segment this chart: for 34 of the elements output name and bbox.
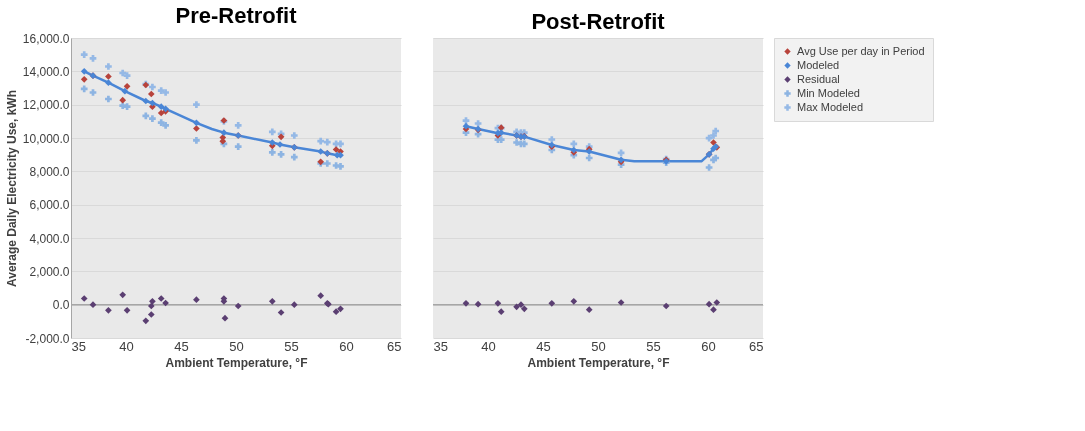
- legend-label: Avg Use per day in Period: [797, 44, 925, 57]
- x-tick-label: 45: [536, 338, 551, 354]
- y-tick-label: 8,000.0: [29, 164, 70, 179]
- x-tick-label: 40: [119, 338, 134, 354]
- x-tick-label: 50: [229, 338, 244, 354]
- y-tick-label: 2,000.0: [29, 264, 70, 279]
- x-tick-label: 55: [646, 338, 661, 354]
- legend-label: Min Modeled: [797, 86, 860, 99]
- x-tick-label: 60: [701, 338, 716, 354]
- chart-title: Post-Retrofit: [531, 9, 666, 34]
- x-tick-label: 50: [591, 338, 606, 354]
- y-tick-label: 4,000.0: [29, 231, 70, 246]
- x-axis-title: Ambient Temperature, °F: [527, 355, 670, 370]
- y-tick-label: 10,000.0: [22, 131, 70, 146]
- x-tick-label: 35: [433, 338, 448, 354]
- chart-title: Pre-Retrofit: [175, 3, 298, 28]
- y-tick-label: 0.0: [52, 298, 70, 313]
- y-tick-label: 12,000.0: [22, 98, 70, 113]
- x-tick-label: 55: [284, 338, 299, 354]
- legend-label: Modeled: [797, 58, 840, 71]
- y-axis-title: Average Daily Electricity Use, kWh: [4, 90, 19, 287]
- y-tick-label: 16,000.0: [22, 31, 70, 46]
- x-tick-label: 65: [387, 338, 402, 354]
- x-tick-label: 35: [71, 338, 86, 354]
- x-tick-label: 65: [749, 338, 764, 354]
- legend-label: Residual: [797, 72, 840, 85]
- legend-label: Max Modeled: [797, 100, 864, 113]
- x-tick-label: 40: [481, 338, 496, 354]
- y-tick-label: -2,000.0: [25, 331, 70, 346]
- y-tick-label: 14,000.0: [22, 64, 70, 79]
- y-tick-label: 6,000.0: [29, 198, 70, 213]
- x-axis-title: Ambient Temperature, °F: [165, 355, 308, 370]
- x-tick-label: 45: [174, 338, 189, 354]
- x-tick-label: 60: [339, 338, 354, 354]
